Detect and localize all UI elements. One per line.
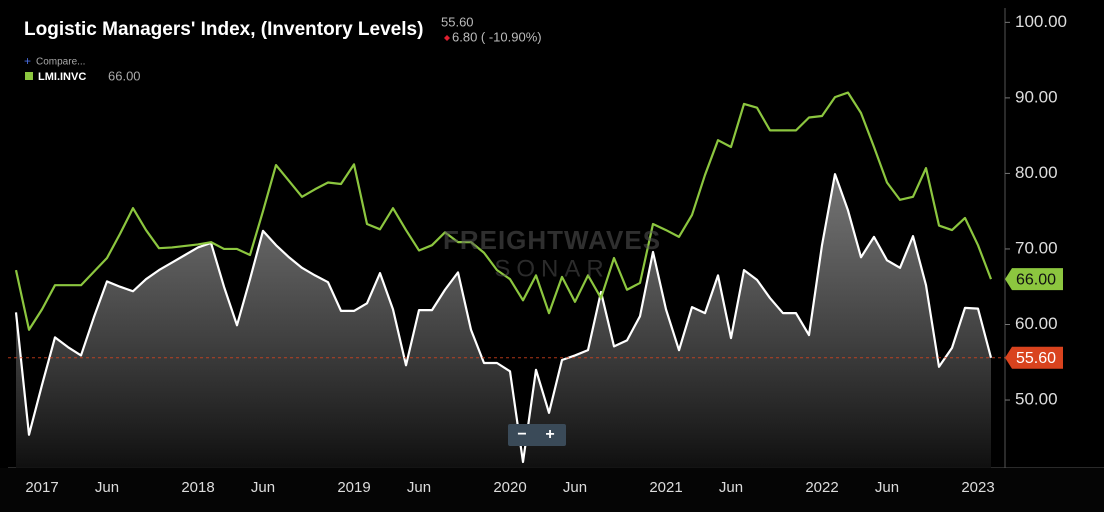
x-axis-band [0,468,1104,512]
x-tick-label: Jun [719,479,743,496]
plot-area [8,91,1005,468]
chart-title: Logistic Managers' Index, (Inventory Lev… [24,19,423,40]
y-tick-label: 90.00 [1015,87,1058,106]
x-tick-label: 2021 [649,479,682,496]
legend-value: 66.00 [108,68,141,83]
x-tick-label: 2020 [493,479,526,496]
header-change: 6.80 ( -10.90%) [452,29,542,44]
last-value-badge [1005,268,1063,291]
x-tick-label: Jun [251,479,275,496]
x-tick-label: Jun [563,479,587,496]
y-tick-label: 50.00 [1015,390,1058,409]
header-value: 55.60 [441,14,474,29]
change-marker [444,35,450,41]
x-tick-label: Jun [407,479,431,496]
x-tick-label: Jun [95,479,119,496]
zoom-controls: − + [508,424,566,446]
last-value-badge [1005,346,1063,369]
compare-plus[interactable]: + [24,54,31,68]
x-tick-label: 2018 [181,479,214,496]
last-value-label: 55.60 [1016,350,1056,367]
y-tick-label: 60.00 [1015,314,1058,333]
legend-label: LMI.INVC [38,71,86,83]
x-tick-label: 2019 [337,479,370,496]
watermark-product: SONAR [494,255,609,282]
x-tick-label: Jun [875,479,899,496]
watermark-brand: FREIGHTWAVES [443,225,661,255]
zoom-in[interactable]: + [545,426,554,443]
y-tick-label: 70.00 [1015,238,1058,257]
x-tick-label: 2023 [961,479,994,496]
series-line [14,173,993,464]
x-tick-label: 2022 [805,479,838,496]
area-fill [16,174,991,468]
legend-swatch [25,72,33,80]
zoom-out[interactable]: − [517,426,526,443]
x-tick-label: 2017 [25,479,58,496]
y-tick-label: 80.00 [1015,163,1058,182]
zoom-panel [508,424,566,446]
compare-button[interactable]: Compare... [36,57,85,68]
last-value-label: 66.00 [1016,271,1056,288]
series-line [14,91,993,331]
y-tick-label: 100.00 [1015,12,1067,31]
